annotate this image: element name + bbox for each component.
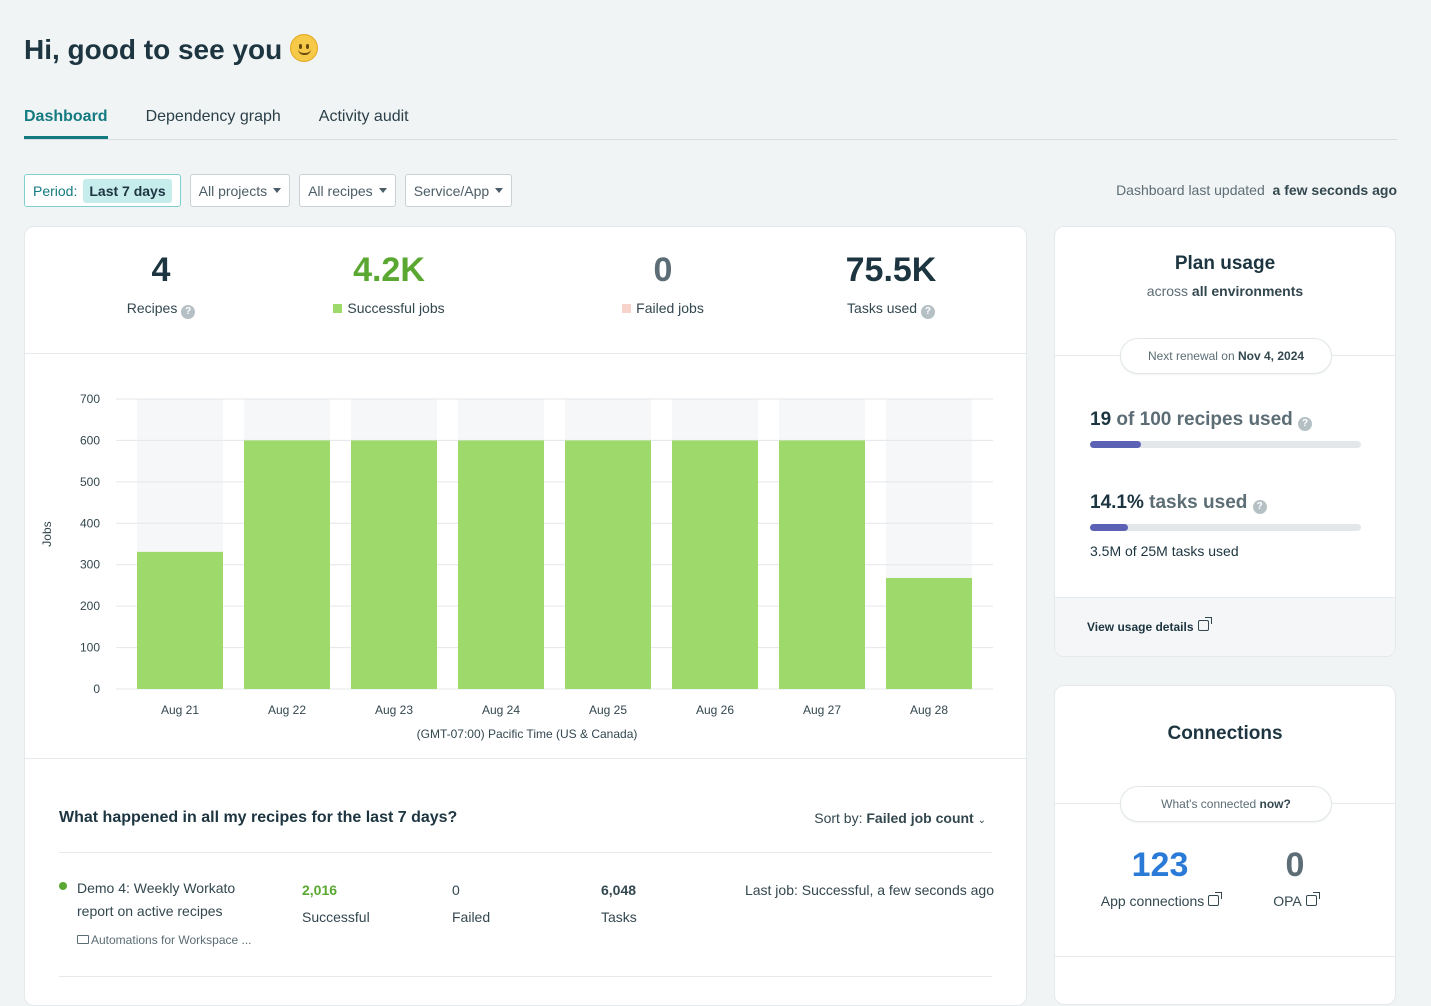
recipe-row[interactable]: Demo 4: Weekly Workato report on active r… <box>59 877 994 977</box>
bar <box>137 551 223 689</box>
stat-tasks-used: 75.5K Tasks used ? <box>845 251 937 319</box>
y-tick-label: 500 <box>80 475 100 489</box>
view-usage-details-link[interactable]: View usage details <box>1087 617 1212 634</box>
connections-card: Connections What's connected now? 123 App… <box>1054 685 1396 1005</box>
projects-filter[interactable]: All projects <box>189 174 291 207</box>
x-axis-label: (GMT-07:00) Pacific Time (US & Canada) <box>417 727 638 741</box>
external-link-icon <box>1305 892 1320 906</box>
x-tick-label: Aug 27 <box>803 703 841 717</box>
caret-down-icon <box>495 188 504 193</box>
sort-dropdown[interactable]: Sort by: Failed job count ⌄ <box>814 810 986 826</box>
y-tick-label: 600 <box>80 433 100 447</box>
tab-activity-audit[interactable]: Activity audit <box>318 108 409 125</box>
jobs-bar-chart: 0 100 200 300 400 500 600 700 Aug 21 Aug 22 Aug 23… <box>40 392 993 741</box>
bar <box>672 440 758 689</box>
x-tick-label: Aug 23 <box>375 703 413 717</box>
bar <box>458 440 544 689</box>
caret-down-icon <box>273 188 282 193</box>
tab-bar: Dashboard Dependency graph Activity audi… <box>24 108 1397 140</box>
recipes-section-title: What happened in all my recipes for the … <box>59 809 458 826</box>
recipes-usage: 19 of 100 recipes used ? <box>1090 409 1313 431</box>
app-connections[interactable]: 123 App connections <box>1085 846 1235 909</box>
caret-down-icon <box>378 188 387 193</box>
legend-swatch <box>622 304 632 313</box>
y-axis-label: Jobs <box>40 521 54 546</box>
external-link-icon <box>1208 892 1223 906</box>
last-updated: Dashboard last updated a few seconds ago <box>1116 182 1397 198</box>
tasks-progress-bar <box>1090 524 1361 531</box>
divider <box>59 976 992 977</box>
x-tick-label: Aug 25 <box>589 703 627 717</box>
status-dot <box>59 882 67 890</box>
y-tick-label: 400 <box>80 516 100 530</box>
divider <box>25 758 1026 759</box>
bar <box>886 577 972 689</box>
y-tick-label: 0 <box>93 682 100 696</box>
y-tick-label: 200 <box>80 599 100 613</box>
x-tick-label: Aug 24 <box>482 703 520 717</box>
folder-icon <box>77 935 89 944</box>
bar <box>244 440 330 689</box>
x-tick-label: Aug 26 <box>696 703 734 717</box>
plan-usage-card: Plan usage across all environments Next … <box>1054 226 1396 657</box>
dashboard-card: 4 Recipes ? 4.2K Successful jobs 0 Failed j… <box>24 226 1027 1006</box>
stat-recipes: 4 Recipes ? <box>51 251 271 319</box>
opa-connections[interactable]: 0 OPA <box>1245 846 1345 909</box>
help-icon[interactable]: ? <box>1252 500 1267 514</box>
y-tick-label: 700 <box>80 392 100 406</box>
tasks-usage: 14.1% tasks used ? <box>1090 492 1267 514</box>
recipe-name[interactable]: Demo 4: Weekly Workato report on active r… <box>77 880 236 919</box>
recipe-folder[interactable]: Automations for Workspace ... <box>77 933 252 947</box>
help-icon[interactable]: ? <box>1298 417 1313 431</box>
x-tick-label: Aug 22 <box>268 703 306 717</box>
stat-successful-jobs: 4.2K Successful jobs <box>279 251 499 316</box>
filters: Period: Last 7 days All projects All reci… <box>24 174 513 207</box>
bar <box>779 440 865 689</box>
y-tick-label: 300 <box>80 558 100 572</box>
divider <box>59 852 992 853</box>
recipes-progress-bar <box>1090 441 1361 448</box>
x-tick-label: Aug 21 <box>161 703 199 717</box>
help-icon[interactable]: ? <box>920 305 935 319</box>
divider <box>25 353 1026 354</box>
recipes-filter[interactable]: All recipes <box>299 174 396 207</box>
bar <box>565 440 651 689</box>
legend-swatch <box>333 304 343 313</box>
y-tick-label: 100 <box>80 641 100 655</box>
service-app-filter[interactable]: Service/App <box>404 174 513 207</box>
external-link-icon <box>1197 617 1212 631</box>
period-filter[interactable]: Period: Last 7 days <box>24 174 181 207</box>
whats-connected-pill[interactable]: What's connected now? <box>1120 786 1332 822</box>
page-title: Hi, good to see you <box>24 34 319 66</box>
divider <box>1055 956 1395 957</box>
renewal-pill: Next renewal on Nov 4, 2024 <box>1120 338 1332 374</box>
bar <box>351 440 437 689</box>
x-tick-label: Aug 28 <box>910 703 948 717</box>
chevron-down-icon: ⌄ <box>977 815 986 826</box>
help-icon[interactable]: ? <box>181 305 196 319</box>
stat-failed-jobs: 0 Failed jobs <box>553 251 773 316</box>
smile-emoji-icon <box>290 34 319 62</box>
tab-dependency-graph[interactable]: Dependency graph <box>145 108 281 125</box>
tab-dashboard[interactable]: Dashboard <box>24 108 108 139</box>
